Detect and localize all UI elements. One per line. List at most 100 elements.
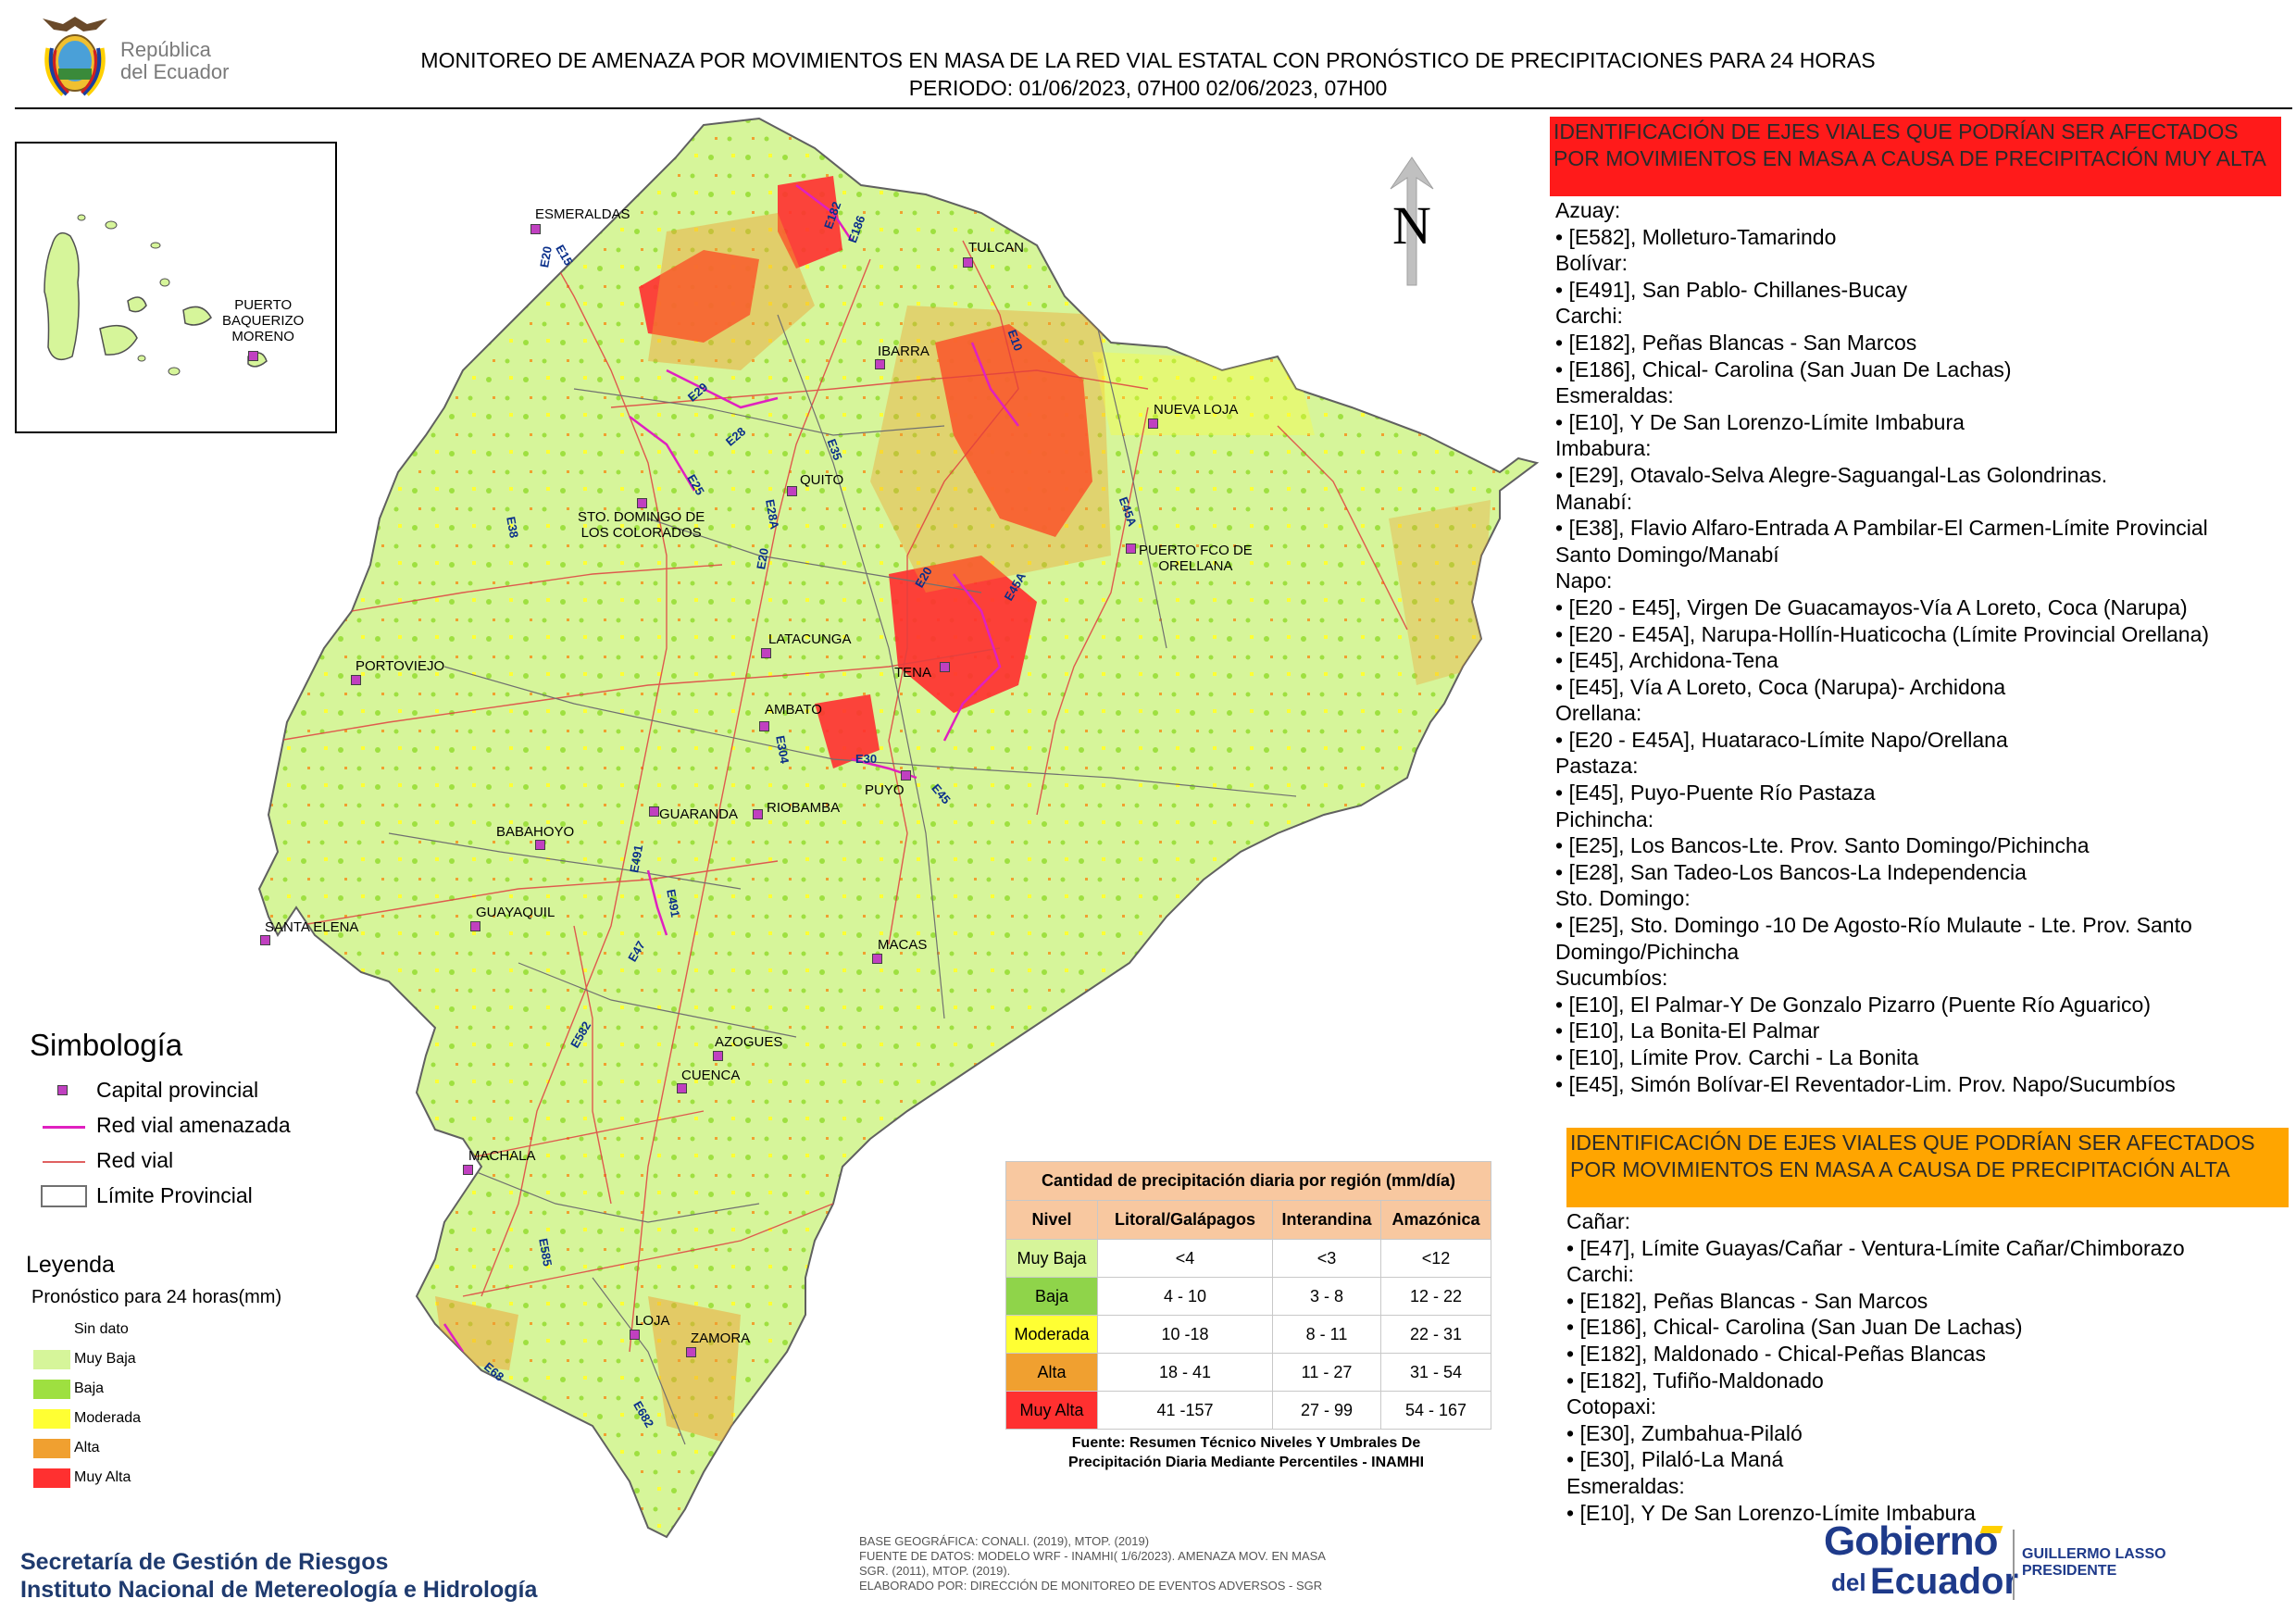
capital-marker xyxy=(530,224,541,234)
symbology-item-road: Red vial xyxy=(96,1148,174,1172)
province-heading: Orellana: xyxy=(1555,701,1642,726)
value-cell: 3 - 8 xyxy=(1272,1277,1381,1316)
logo-divider xyxy=(2013,1530,2015,1600)
table-header: Interandina xyxy=(1272,1200,1381,1240)
city-label-santa-elena: SANTA ELENA xyxy=(265,919,359,935)
city-label-portoviejo: PORTOVIEJO xyxy=(356,658,445,674)
symbology-item-province-limit: Límite Provincial xyxy=(96,1183,253,1207)
capital-marker xyxy=(901,770,911,781)
level-cell: Baja xyxy=(1005,1277,1098,1316)
capital-marker xyxy=(713,1051,723,1061)
value-cell: 11 - 27 xyxy=(1272,1353,1381,1392)
capital-marker xyxy=(470,921,480,931)
city-label-ambato: AMBATO xyxy=(765,702,822,718)
road-item: • [E29], Otavalo-Selva Alegre-Saguangal-… xyxy=(1555,462,2108,487)
road-item: • [E47], Límite Guayas/Cañar - Ventura-L… xyxy=(1566,1235,2185,1260)
capital-marker xyxy=(630,1330,640,1340)
city-label-zamora: ZAMORA xyxy=(691,1330,751,1346)
value-cell: <3 xyxy=(1272,1239,1381,1278)
capital-marker xyxy=(1148,418,1158,429)
province-heading: Esmeraldas: xyxy=(1566,1473,1685,1498)
table-row: Moderada 10 -18 8 - 11 22 - 31 xyxy=(1005,1315,1491,1354)
province-heading: Azuay: xyxy=(1555,198,1621,222)
city-label-tena: TENA xyxy=(894,665,932,681)
coat-of-arms-logo xyxy=(35,11,115,100)
capital-marker xyxy=(872,954,882,964)
capital-marker xyxy=(1126,543,1136,554)
road-item: • [E25], Sto. Domingo -10 De Agosto-Río … xyxy=(1555,913,2192,938)
capital-marker xyxy=(677,1083,687,1093)
republica-logo-text: República del Ecuador xyxy=(120,38,230,83)
city-label-guayaquil: GUAYAQUIL xyxy=(476,905,555,920)
legend-swatch xyxy=(33,1380,70,1399)
value-cell: <4 xyxy=(1097,1239,1273,1278)
value-cell: 18 - 41 xyxy=(1097,1353,1273,1392)
muy-alta-road-list: Azuay: • [E582], Molleturo-Tamarindo Bolív… xyxy=(1555,197,2209,1097)
capital-marker xyxy=(940,662,950,672)
city-label-riobamba: RIOBAMBA xyxy=(767,800,841,816)
province-heading: Esmeraldas: xyxy=(1555,383,1674,408)
value-cell: 22 - 31 xyxy=(1380,1315,1491,1354)
province-limit-symbol xyxy=(41,1185,87,1207)
flag-stripe-icon xyxy=(1979,1526,2003,1533)
legend-label: Moderada xyxy=(74,1410,142,1426)
capital-marker xyxy=(963,257,973,268)
city-label-tulcan: TULCAN xyxy=(968,240,1025,256)
symbology-item-capital: Capital provincial xyxy=(96,1078,259,1102)
value-cell: 41 -157 xyxy=(1097,1391,1273,1430)
alta-road-list: Cañar: • [E47], Límite Guayas/Cañar - Ven… xyxy=(1566,1208,2185,1526)
legend-swatch xyxy=(33,1409,70,1429)
legend-label: Sin dato xyxy=(74,1321,129,1337)
province-heading: Manabí: xyxy=(1555,489,1633,514)
capital-marker xyxy=(535,840,545,850)
province-heading: Sto. Domingo: xyxy=(1555,886,1691,911)
capital-marker xyxy=(686,1347,696,1357)
city-label-puyo: PUYO xyxy=(865,782,905,798)
table-row: Alta 18 - 41 11 - 27 31 - 54 xyxy=(1005,1353,1491,1392)
road-item: • [E45], Puyo-Puente Río Pastaza xyxy=(1555,781,1876,806)
table-header: Amazónica xyxy=(1380,1200,1491,1240)
precipitation-table-body: Muy Baja <4 <3 <12 Baja 4 - 10 3 - 8 12 - 22 Mod… xyxy=(1005,1239,1491,1430)
capital-marker xyxy=(260,935,270,945)
value-cell: 4 - 10 xyxy=(1097,1277,1273,1316)
city-label-azogues: AZOGUES xyxy=(715,1034,783,1050)
capital-marker xyxy=(463,1165,473,1175)
legend-title: Leyenda xyxy=(26,1252,115,1278)
symbology-title: Simbología xyxy=(30,1028,183,1062)
city-label-latacunga: LATACUNGA xyxy=(768,631,852,647)
road-item: • [E30], Pilaló-La Maná xyxy=(1566,1447,1784,1472)
road-item: • [E30], Zumbahua-Pilaló xyxy=(1566,1420,1803,1445)
table-row: Baja 4 - 10 3 - 8 12 - 22 xyxy=(1005,1277,1491,1316)
capital-marker xyxy=(753,809,763,819)
level-cell: Muy Alta xyxy=(1005,1391,1098,1430)
legend-subtitle: Pronóstico para 24 horas(mm) xyxy=(31,1287,282,1307)
table-header: Nivel xyxy=(1005,1200,1098,1240)
value-cell: <12 xyxy=(1380,1239,1491,1278)
city-label-ibarra: IBARRA xyxy=(878,344,930,359)
capital-marker xyxy=(759,721,769,731)
symbology-item-threatened-road: Red vial amenazada xyxy=(96,1113,291,1137)
city-label-sto-domingo: STO. DOMINGO DE LOS COLORADOS xyxy=(578,509,705,541)
road-item: • [E45], Simón Bolívar-El Reventador-Lim… xyxy=(1555,1071,2176,1096)
capital-marker xyxy=(637,498,647,508)
city-label-macas: MACAS xyxy=(878,937,928,953)
capital-marker xyxy=(875,359,885,369)
alta-heading: IDENTIFICACIÓN DE EJES VIALES QUE PODRÍA… xyxy=(1566,1128,2289,1207)
province-heading: Imbabura: xyxy=(1555,436,1652,461)
organization-footer: Secretaría de Gestión de Riesgos Institu… xyxy=(20,1549,538,1603)
header-divider xyxy=(15,107,2292,109)
road-item: • [E182], Peñas Blancas - San Marcos xyxy=(1555,330,1917,355)
value-cell: 8 - 11 xyxy=(1272,1315,1381,1354)
map-credits: BASE GEOGRÁFICA: CONALI. (2019), MTOP. (… xyxy=(859,1534,1326,1593)
city-label-esmeraldas: ESMERALDAS xyxy=(535,206,630,222)
value-cell: 27 - 99 xyxy=(1272,1391,1381,1430)
road-item: • [E10], Límite Prov. Carchi - La Bonita xyxy=(1555,1045,1919,1069)
level-cell: Moderada xyxy=(1005,1315,1098,1354)
city-label-cuenca: CUENCA xyxy=(681,1068,741,1083)
legend-swatch xyxy=(33,1320,70,1340)
road-item: • [E45], Archidona-Tena xyxy=(1555,648,1778,673)
road-item: • [E10], El Palmar-Y De Gonzalo Pizarro … xyxy=(1555,992,2151,1017)
north-label: N xyxy=(1392,195,1431,256)
table-row: Muy Alta 41 -157 27 - 99 54 - 167 xyxy=(1005,1391,1491,1430)
legend-swatch xyxy=(33,1350,70,1369)
